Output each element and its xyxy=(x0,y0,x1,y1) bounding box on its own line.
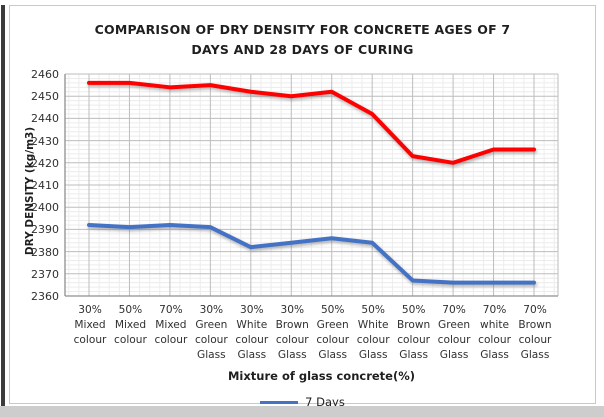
x-category-label: 70% Green colour Glass xyxy=(432,303,476,363)
series-line-7-days[interactable] xyxy=(87,222,536,285)
page-left-edge xyxy=(1,5,5,408)
x-category-label-line: colour xyxy=(235,334,269,346)
y-tick-label: 2380 xyxy=(31,245,59,259)
x-category-label: 30% Green colour Glass xyxy=(189,303,233,363)
x-category-label-line: 30% xyxy=(199,304,224,316)
x-category-label-line: Glass xyxy=(399,349,428,361)
legend-line-swatch xyxy=(260,400,299,404)
chart-title-line-1: COMPARISON OF DRY DENSITY FOR CONCRETE A… xyxy=(94,22,511,37)
x-category-label: 30% Mixed colour xyxy=(68,303,112,348)
y-tick-label: 2420 xyxy=(31,156,59,170)
x-category-label-line: 50% xyxy=(320,304,345,316)
x-category-label-line: Glass xyxy=(439,349,469,361)
legend-label: 7 Days xyxy=(305,395,345,409)
x-category-label: 70% white colour Glass xyxy=(473,303,517,363)
y-tick-label: 2460 xyxy=(31,68,59,81)
x-category-label-line: Mixed xyxy=(74,319,106,331)
x-category-label-line: Glass xyxy=(237,349,267,361)
x-category-label-line: 70% xyxy=(523,304,547,316)
legend[interactable]: 7 Days xyxy=(10,395,595,409)
x-category-label-line: colour xyxy=(73,334,107,346)
y-tick-label: 2430 xyxy=(31,134,59,148)
x-category-label-line: colour xyxy=(154,334,188,346)
x-category-label-line: Glass xyxy=(480,349,509,361)
y-tick-label: 2370 xyxy=(31,267,59,281)
x-category-label-line: Glass xyxy=(318,349,348,361)
x-category-label: 70% Brown colour Glass xyxy=(513,303,557,363)
x-category-label-line: 50% xyxy=(118,304,143,316)
x-category-label-line: 30% xyxy=(78,304,102,316)
x-category-label: 70% Mixed colour xyxy=(149,303,193,348)
x-category-label-line: Brown xyxy=(396,319,431,331)
x-category-label-line: Green xyxy=(195,319,228,331)
x-category-label-line: White xyxy=(357,319,389,331)
x-category-label-line: colour xyxy=(478,334,511,346)
x-category-label-line: Green xyxy=(438,319,471,331)
document-bottom-band xyxy=(0,406,604,417)
x-category-label-line: 30% xyxy=(240,304,264,316)
x-category-label-line: colour xyxy=(316,334,350,346)
x-category-label: 50% Brown colour Glass xyxy=(392,303,436,363)
x-category-label-line: Mixed xyxy=(155,319,187,331)
x-category-label-line: 70% xyxy=(442,304,466,316)
x-category-label-line: colour xyxy=(437,334,471,346)
chart-title: COMPARISON OF DRY DENSITY FOR CONCRETE A… xyxy=(10,20,595,60)
x-category-label-line: 70% xyxy=(482,304,507,316)
x-category-label-line: White xyxy=(236,319,268,331)
x-category-label-line: Brown xyxy=(518,319,552,331)
x-category-label-line: Glass xyxy=(358,349,388,361)
x-category-label-line: 70% xyxy=(159,304,183,316)
y-tick-label: 2390 xyxy=(31,223,59,237)
y-tick-label: 2410 xyxy=(31,179,59,192)
y-tick-label: 2360 xyxy=(31,290,59,303)
y-tick-label: 2440 xyxy=(31,112,59,126)
x-axis-title: Mixture of glass concrete(%) xyxy=(227,369,416,383)
x-category-label: 50% Mixed colour xyxy=(108,303,152,348)
x-category-label-line: colour xyxy=(194,334,228,346)
x-category-label-line: Brown xyxy=(275,319,309,331)
x-category-label-line: colour xyxy=(356,334,390,346)
y-tick-label: 2400 xyxy=(31,201,59,215)
x-category-label-line: white xyxy=(480,319,510,331)
x-category-label-line: colour xyxy=(114,334,147,346)
x-category-label-line: 50% xyxy=(401,304,426,316)
x-category-label: 30% White colour Glass xyxy=(230,303,274,363)
x-category-label-line: colour xyxy=(275,334,309,346)
chart-title-line-2: DAYS AND 28 DAYS OF CURING xyxy=(191,42,414,57)
x-category-label-line: Green xyxy=(316,319,349,331)
x-category-label-line: colour xyxy=(518,334,552,346)
x-category-label-line: Glass xyxy=(277,349,307,361)
y-tick-label: 2450 xyxy=(31,90,59,104)
x-category-label-line: 30% xyxy=(280,304,305,316)
chart-frame[interactable]: COMPARISON OF DRY DENSITY FOR CONCRETE A… xyxy=(9,5,596,409)
x-category-label-line: Glass xyxy=(520,349,550,361)
x-category-label-line: 50% xyxy=(361,304,385,316)
x-category-label: 50% Green colour Glass xyxy=(311,303,355,363)
x-category-label: 50% White colour Glass xyxy=(351,303,395,363)
series-line-28-days[interactable] xyxy=(87,80,536,165)
x-category-label-line: Mixed xyxy=(114,319,147,331)
x-category-label-line: Glass xyxy=(197,349,226,361)
x-category-label-line: colour xyxy=(397,334,431,346)
x-category-label: 30% Brown colour Glass xyxy=(270,303,314,363)
